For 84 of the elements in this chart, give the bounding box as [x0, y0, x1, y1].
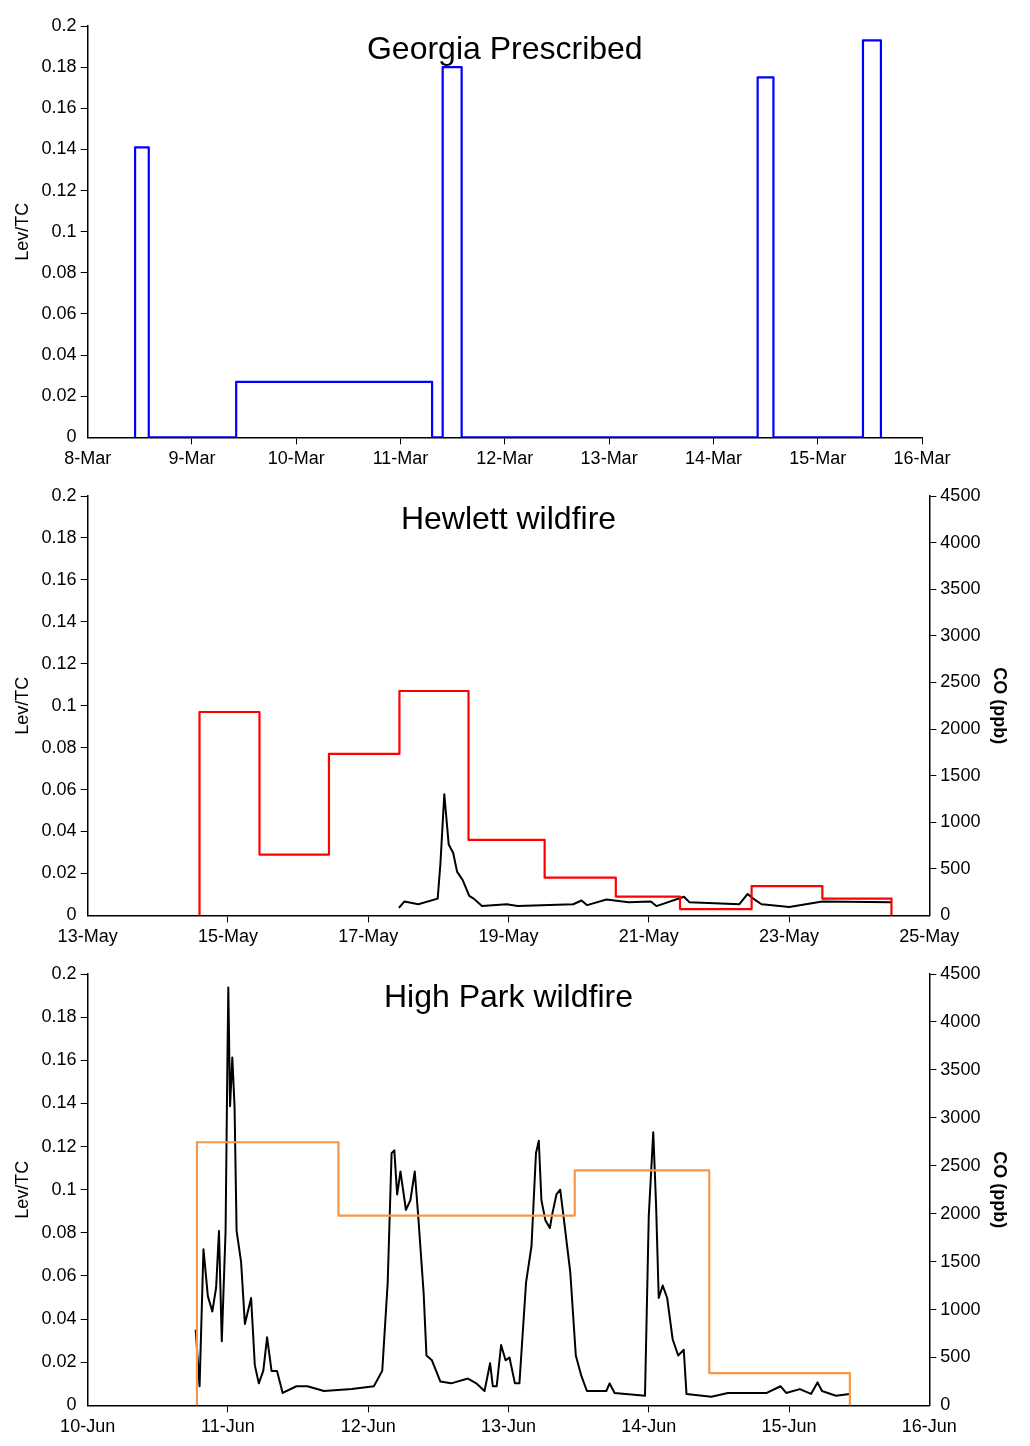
- y2-tick-label: 2500: [940, 671, 981, 692]
- x-tick-label: 9-Mar: [168, 448, 216, 469]
- y-tick-label: 0.1: [51, 694, 77, 715]
- x-tick-label: 13-May: [57, 926, 118, 947]
- y2-axis-title: CO (ppb): [990, 667, 1011, 745]
- y2-tick-label: 1000: [940, 811, 981, 832]
- y-tick-label: 0.02: [41, 862, 77, 883]
- y-tick-label: 0.08: [41, 261, 77, 282]
- x-tick-label: 17-May: [338, 926, 399, 947]
- y2-tick-label: 500: [940, 1346, 971, 1367]
- y2-tick-label: 0: [940, 1394, 951, 1415]
- y2-tick-label: 4000: [940, 1010, 981, 1031]
- y-tick-label: 0.18: [41, 526, 77, 547]
- y2-tick-label: 3000: [940, 1106, 981, 1127]
- y-tick-label: 0.12: [41, 1135, 77, 1156]
- y-tick-label: 0.1: [51, 220, 77, 241]
- y2-axis-title: CO (ppb): [990, 1151, 1011, 1229]
- x-tick-label: 25-May: [899, 926, 960, 947]
- x-tick-label: 13-Jun: [480, 1416, 537, 1437]
- y2-tick-label: 2000: [940, 717, 981, 738]
- y2-tick-label: 3500: [940, 578, 981, 599]
- y-tick-label: 0: [66, 426, 77, 447]
- y2-tick-label: 500: [940, 857, 971, 878]
- y-tick-label: 0.08: [41, 736, 77, 757]
- y-tick-label: 0.14: [41, 138, 77, 159]
- y-axis-title: Lev/TC: [11, 676, 32, 735]
- x-tick-label: 12-Mar: [476, 448, 534, 469]
- chart-title: High Park wildfire: [384, 977, 633, 1014]
- x-tick-label: 14-Jun: [621, 1416, 677, 1437]
- y-tick-label: 0.08: [41, 1221, 77, 1242]
- y-tick-label: 0.14: [41, 610, 77, 631]
- y-tick-label: 0.02: [41, 1351, 77, 1372]
- y2-tick-label: 2000: [940, 1202, 981, 1223]
- y-tick-label: 0.02: [41, 385, 77, 406]
- y-tick-label: 0.14: [41, 1092, 77, 1113]
- y-tick-label: 0.18: [41, 56, 77, 77]
- x-tick-label: 8-Mar: [64, 448, 112, 469]
- x-tick-label: 23-May: [759, 926, 820, 947]
- y-tick-label: 0: [66, 1394, 77, 1415]
- y-tick-label: 0.16: [41, 97, 77, 118]
- y-tick-label: 0.04: [41, 820, 77, 841]
- chart-title: Hewlett wildfire: [400, 499, 617, 536]
- x-tick-label: 14-Mar: [684, 448, 742, 469]
- x-tick-label: 13-Mar: [580, 448, 638, 469]
- chart-title: Georgia Prescribed: [366, 29, 643, 66]
- x-tick-label: 19-May: [478, 926, 539, 947]
- x-tick-label: 10-Mar: [267, 448, 325, 469]
- y2-tick-label: 1500: [940, 764, 981, 785]
- y-axis-title: Lev/TC: [11, 202, 32, 261]
- y-tick-label: 0.12: [41, 652, 77, 673]
- x-tick-label: 12-Jun: [340, 1416, 396, 1437]
- x-tick-label: 11-Mar: [372, 448, 429, 469]
- y-tick-label: 0.2: [51, 484, 77, 505]
- y2-tick-label: 4500: [940, 484, 981, 505]
- y-tick-label: 0.2: [51, 962, 77, 983]
- y-tick-label: 0.2: [51, 14, 77, 35]
- y-tick-label: 0.18: [41, 1006, 77, 1027]
- x-tick-label: 16-Mar: [893, 448, 951, 469]
- y2-tick-label: 4000: [940, 531, 981, 552]
- y2-tick-label: 1500: [940, 1250, 981, 1271]
- y-tick-label: 0.16: [41, 568, 77, 589]
- y-tick-label: 0.1: [51, 1178, 77, 1199]
- x-tick-label: 15-Mar: [789, 448, 847, 469]
- x-tick-label: 15-Jun: [761, 1416, 817, 1437]
- y2-tick-label: 3000: [940, 624, 981, 645]
- y-tick-label: 0.12: [41, 179, 77, 200]
- y-tick-label: 0.16: [41, 1049, 77, 1070]
- x-tick-label: 11-Jun: [201, 1416, 255, 1437]
- y-tick-label: 0.04: [41, 344, 77, 365]
- y-tick-label: 0.04: [41, 1308, 77, 1329]
- y-tick-label: 0.06: [41, 1264, 77, 1285]
- y-tick-label: 0.06: [41, 778, 77, 799]
- y2-tick-label: 3500: [940, 1058, 981, 1079]
- x-tick-label: 21-May: [618, 926, 679, 947]
- y2-tick-label: 2500: [940, 1154, 981, 1175]
- y2-tick-label: 1000: [940, 1298, 981, 1319]
- x-tick-label: 15-May: [197, 926, 258, 947]
- x-tick-label: 10-Jun: [60, 1416, 116, 1437]
- x-tick-label: 16-Jun: [901, 1416, 957, 1437]
- y2-tick-label: 0: [940, 904, 951, 925]
- y-tick-label: 0: [66, 904, 77, 925]
- y-axis-title: Lev/TC: [11, 1160, 32, 1219]
- y-tick-label: 0.06: [41, 302, 77, 323]
- y2-tick-label: 4500: [940, 962, 981, 983]
